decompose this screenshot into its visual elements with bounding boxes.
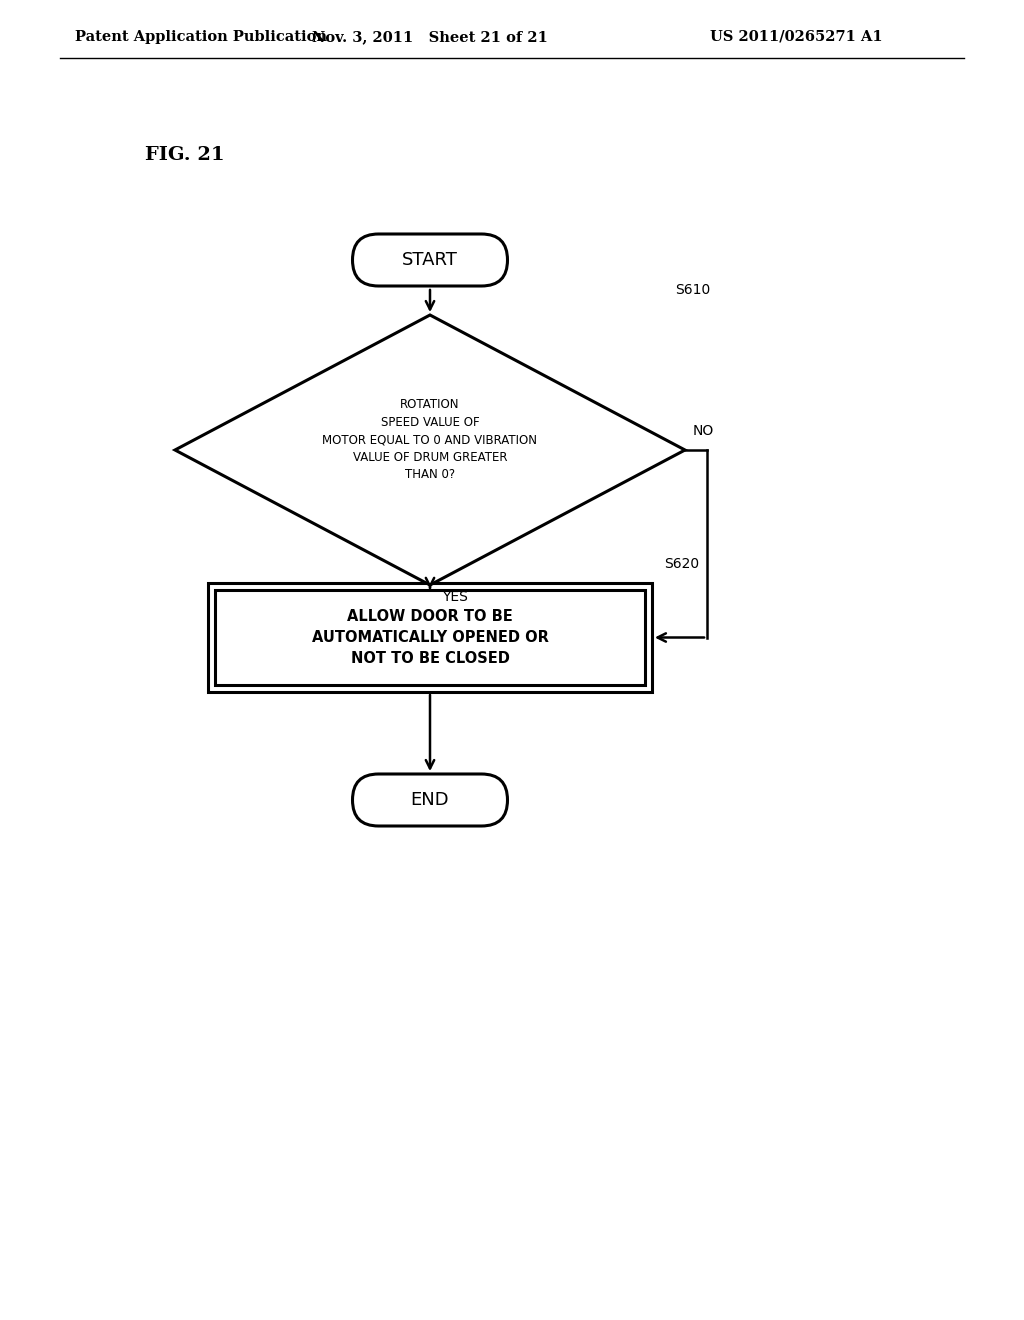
Text: Patent Application Publication: Patent Application Publication [75,30,327,44]
Text: US 2011/0265271 A1: US 2011/0265271 A1 [710,30,883,44]
Text: S620: S620 [664,557,699,572]
FancyBboxPatch shape [352,234,508,286]
Text: NO: NO [693,424,715,438]
FancyBboxPatch shape [208,583,652,692]
Text: START: START [402,251,458,269]
Text: Nov. 3, 2011   Sheet 21 of 21: Nov. 3, 2011 Sheet 21 of 21 [312,30,548,44]
Text: ALLOW DOOR TO BE
AUTOMATICALLY OPENED OR
NOT TO BE CLOSED: ALLOW DOOR TO BE AUTOMATICALLY OPENED OR… [311,609,549,667]
FancyBboxPatch shape [352,774,508,826]
Polygon shape [175,315,685,585]
Text: FIG. 21: FIG. 21 [145,147,224,164]
Text: END: END [411,791,450,809]
FancyBboxPatch shape [215,590,645,685]
Text: YES: YES [442,590,468,605]
Text: ROTATION
SPEED VALUE OF
MOTOR EQUAL TO 0 AND VIBRATION
VALUE OF DRUM GREATER
THA: ROTATION SPEED VALUE OF MOTOR EQUAL TO 0… [323,399,538,482]
Text: S610: S610 [675,282,711,297]
